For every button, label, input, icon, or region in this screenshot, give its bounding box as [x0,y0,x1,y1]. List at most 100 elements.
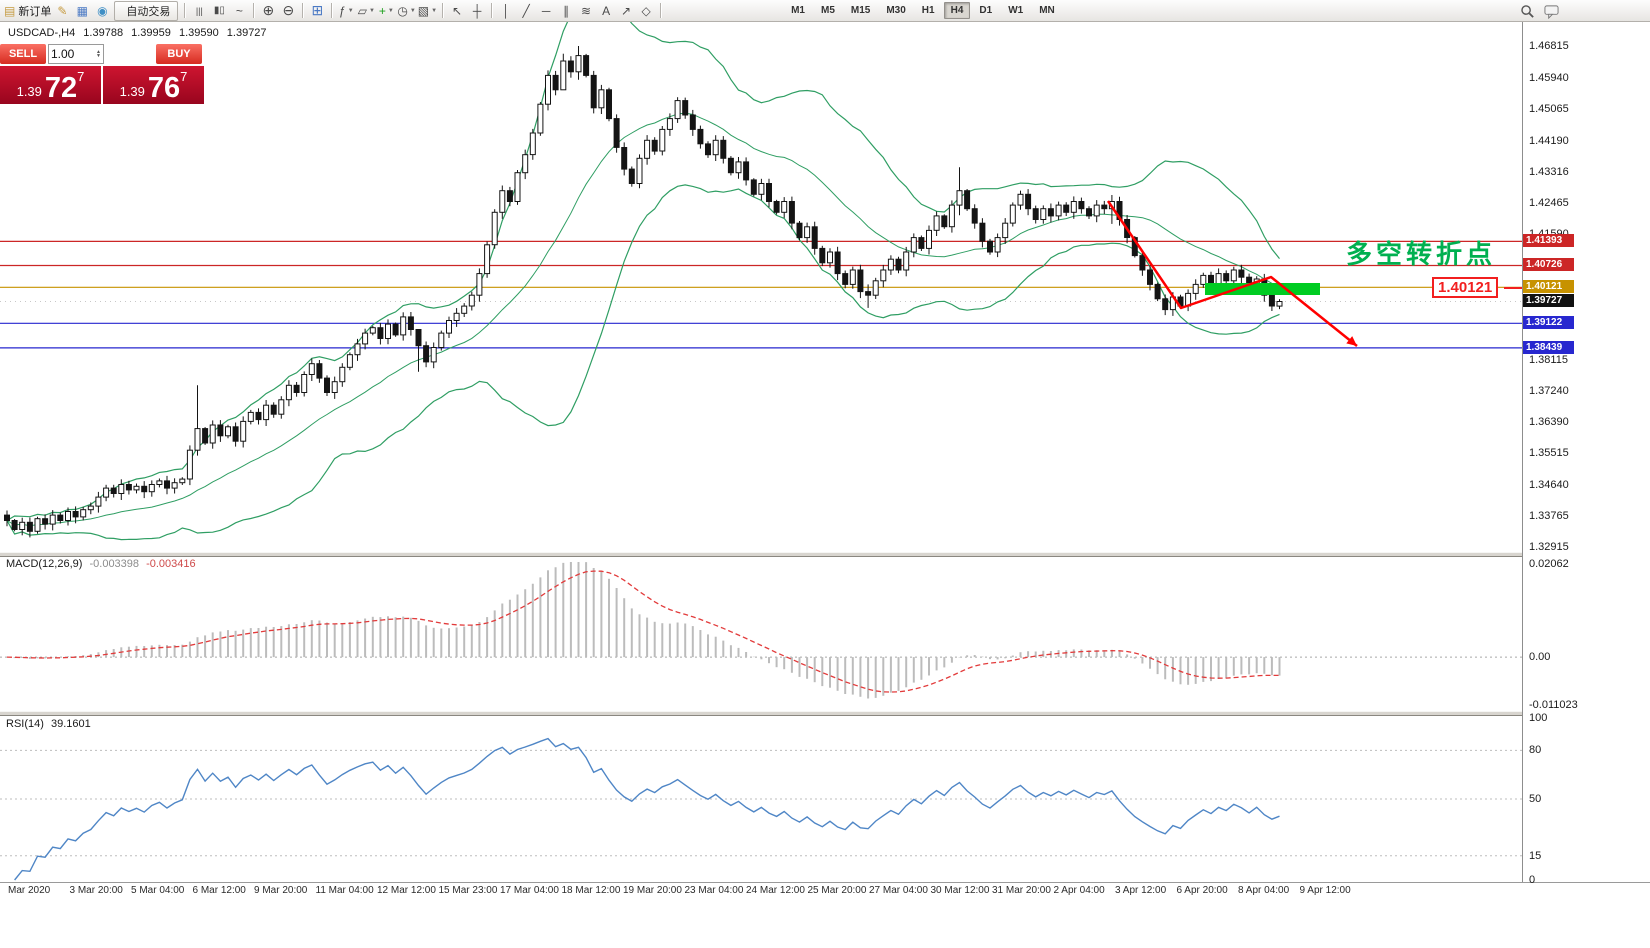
trendline-icon[interactable]: ╱ [522,3,530,18]
low-value: 1.39590 [178,27,219,39]
time-label: 12 Mar 12:00 [377,885,436,896]
macd-main-value: -0.003398 [89,558,140,570]
price-tick: 1.43316 [1529,166,1569,179]
time-label: 25 Mar 20:00 [807,885,867,896]
toolbar: ▤ 新订单 ✎ ▦ ◉ 自动交易 ||| ▮▯ ~ ⊕ ⊖ ⊞ ƒ ▼ ▱ ▼ + ▼ ◷ ▼ ▧ ▼ ↖ ┼ │ ╱ ─ ∥ ≋ A ↗ ◇… [0,0,1650,22]
open-value: 1.39788 [83,27,124,39]
objects-list-icon[interactable]: ▱ ▼ [357,3,375,18]
tester-icon[interactable]: ✎ [57,3,68,18]
price-scale[interactable]: 1.46815 1.45940 1.45065 1.44190 1.43316 1.424… [1522,22,1650,886]
price-callout[interactable]: 1.40121 [1432,277,1499,298]
ask-prefix: 1.39 [119,84,145,99]
time-label: 30 Mar 12:00 [930,885,990,896]
time-label: 11 Mar 04:00 [315,885,374,896]
level-price-label: 1.40726 [1523,258,1574,272]
timeframe-d1[interactable]: D1 [979,5,993,16]
price-tick: 1.32915 [1529,541,1569,553]
close-value: 1.39727 [226,27,267,39]
tile-windows-icon[interactable]: ⊞ [311,2,324,18]
time-label: 2 Apr 04:00 [1053,885,1105,896]
buy-button[interactable]: BUY [156,44,202,64]
ask-point: 7 [180,69,188,84]
rsi-tick: 80 [1529,744,1542,757]
shapes-icon[interactable]: ◇ [641,3,651,18]
annotation-text[interactable]: 多空转折点 [1346,239,1497,269]
macd-signal-value: -0.003416 [146,558,196,570]
indicators-icon[interactable]: ƒ ▼ [339,3,354,18]
line-chart-icon[interactable]: ~ [235,3,243,18]
macd-tick: 0.02062 [1529,558,1569,570]
panel-splitter-rsi[interactable] [0,711,1650,716]
toolbar-separator [253,3,255,18]
ask-price-panel[interactable]: 1.39 76 7 [103,66,204,104]
timeframe-m1[interactable]: M1 [791,5,805,16]
horizontal-line-icon[interactable]: ─ [541,3,551,18]
bid-point: 7 [77,69,85,84]
panel-splitter-macd[interactable] [0,552,1650,557]
timeframe-h4[interactable]: H4 [943,2,971,19]
candlestick-chart-icon[interactable]: ▮▯ [213,5,225,16]
channel-icon[interactable]: ∥ [563,3,570,18]
macd-tick: 0.00 [1529,651,1551,664]
volume-value: 1.00 [51,47,75,61]
price-tick: 1.34640 [1529,478,1569,491]
time-label: 23 Mar 04:00 [684,885,744,896]
time-axis-border [0,882,1650,883]
level-price-label: 1.38439 [1523,340,1574,354]
zoom-out-icon[interactable]: ⊖ [282,2,295,18]
vertical-line-icon[interactable]: │ [502,3,510,18]
toolbar-separator [331,3,333,18]
zoom-in-icon[interactable]: ⊕ [262,2,275,18]
price-tick: 1.44190 [1529,134,1569,147]
bar-chart-icon[interactable]: ||| [195,5,203,16]
volume-spinner[interactable]: ▲ ▼ [96,49,101,59]
text-icon[interactable]: A [602,3,611,18]
timeframe-m30[interactable]: M30 [886,5,906,16]
templates-icon[interactable]: ▧ ▼ [417,3,438,18]
add-indicator-icon[interactable]: + ▼ [378,3,394,18]
timeframe-w1[interactable]: W1 [1008,5,1024,16]
time-label: 27 Mar 04:00 [869,885,928,896]
callout-line [1504,287,1522,289]
timeframe-m15[interactable]: M15 [850,5,871,16]
time-label: 3 Mar 20:00 [69,885,123,896]
time-label: 6 Apr 20:00 [1176,885,1228,896]
price-tick: 1.42465 [1529,196,1569,209]
profiles-icon[interactable]: ▦ [76,3,89,18]
timeframe-bar: M1 M5 M15 M30 H1 H4 D1 W1 MN [783,2,1063,19]
rsi-tick: 50 [1529,793,1542,805]
chat-icon[interactable] [1542,2,1560,20]
price-tick: 1.46815 [1529,40,1569,52]
time-label: 6 Mar 12:00 [192,885,246,896]
time-label: 18 Mar 12:00 [561,885,621,896]
crosshair-icon[interactable]: ┼ [472,3,482,18]
timeframe-h1[interactable]: H1 [921,5,935,16]
rsi-header: RSI(14) 39.1601 [6,718,91,730]
time-label: 19 Mar 20:00 [623,885,682,896]
search-icon[interactable] [1518,2,1536,20]
rsi-tick: 100 [1529,712,1548,724]
timeframe-mn[interactable]: MN [1039,5,1055,16]
time-label: Mar 2020 [8,885,51,896]
periods-icon[interactable]: ◷ ▼ [397,3,416,18]
cursor-icon[interactable]: ↖ [452,3,463,18]
arrows-icon[interactable]: ↗ [621,3,632,18]
time-label: 24 Mar 12:00 [746,885,805,896]
one-click-trading-widget: SELL 1.00 ▲ ▼ BUY 1.39 72 7 1.39 76 7 [0,44,206,104]
price-tick: 1.38115 [1529,353,1568,366]
timeframe-m5[interactable]: M5 [820,5,835,16]
time-axis[interactable]: Mar 2020 3 Mar 20:00 5 Mar 04:00 6 Mar 12:0… [0,885,1650,899]
bid-price-panel[interactable]: 1.39 72 7 [0,66,101,104]
sell-button[interactable]: SELL [0,44,46,64]
time-label: 5 Mar 04:00 [131,885,185,896]
rsi-tick: 0 [1529,874,1536,886]
new-order-button[interactable]: ▤ 新订单 [4,3,52,18]
community-icon[interactable]: ◉ [97,3,108,18]
volume-input[interactable]: 1.00 ▲ ▼ [48,44,104,64]
autotrading-button[interactable]: 自动交易 [114,0,179,21]
fibonacci-icon[interactable]: ≋ [581,3,592,18]
chart-ohlc-header: USDCAD-,H4 1.39788 1.39959 1.39590 1.397… [8,27,272,39]
price-tick: 1.36390 [1529,415,1569,428]
